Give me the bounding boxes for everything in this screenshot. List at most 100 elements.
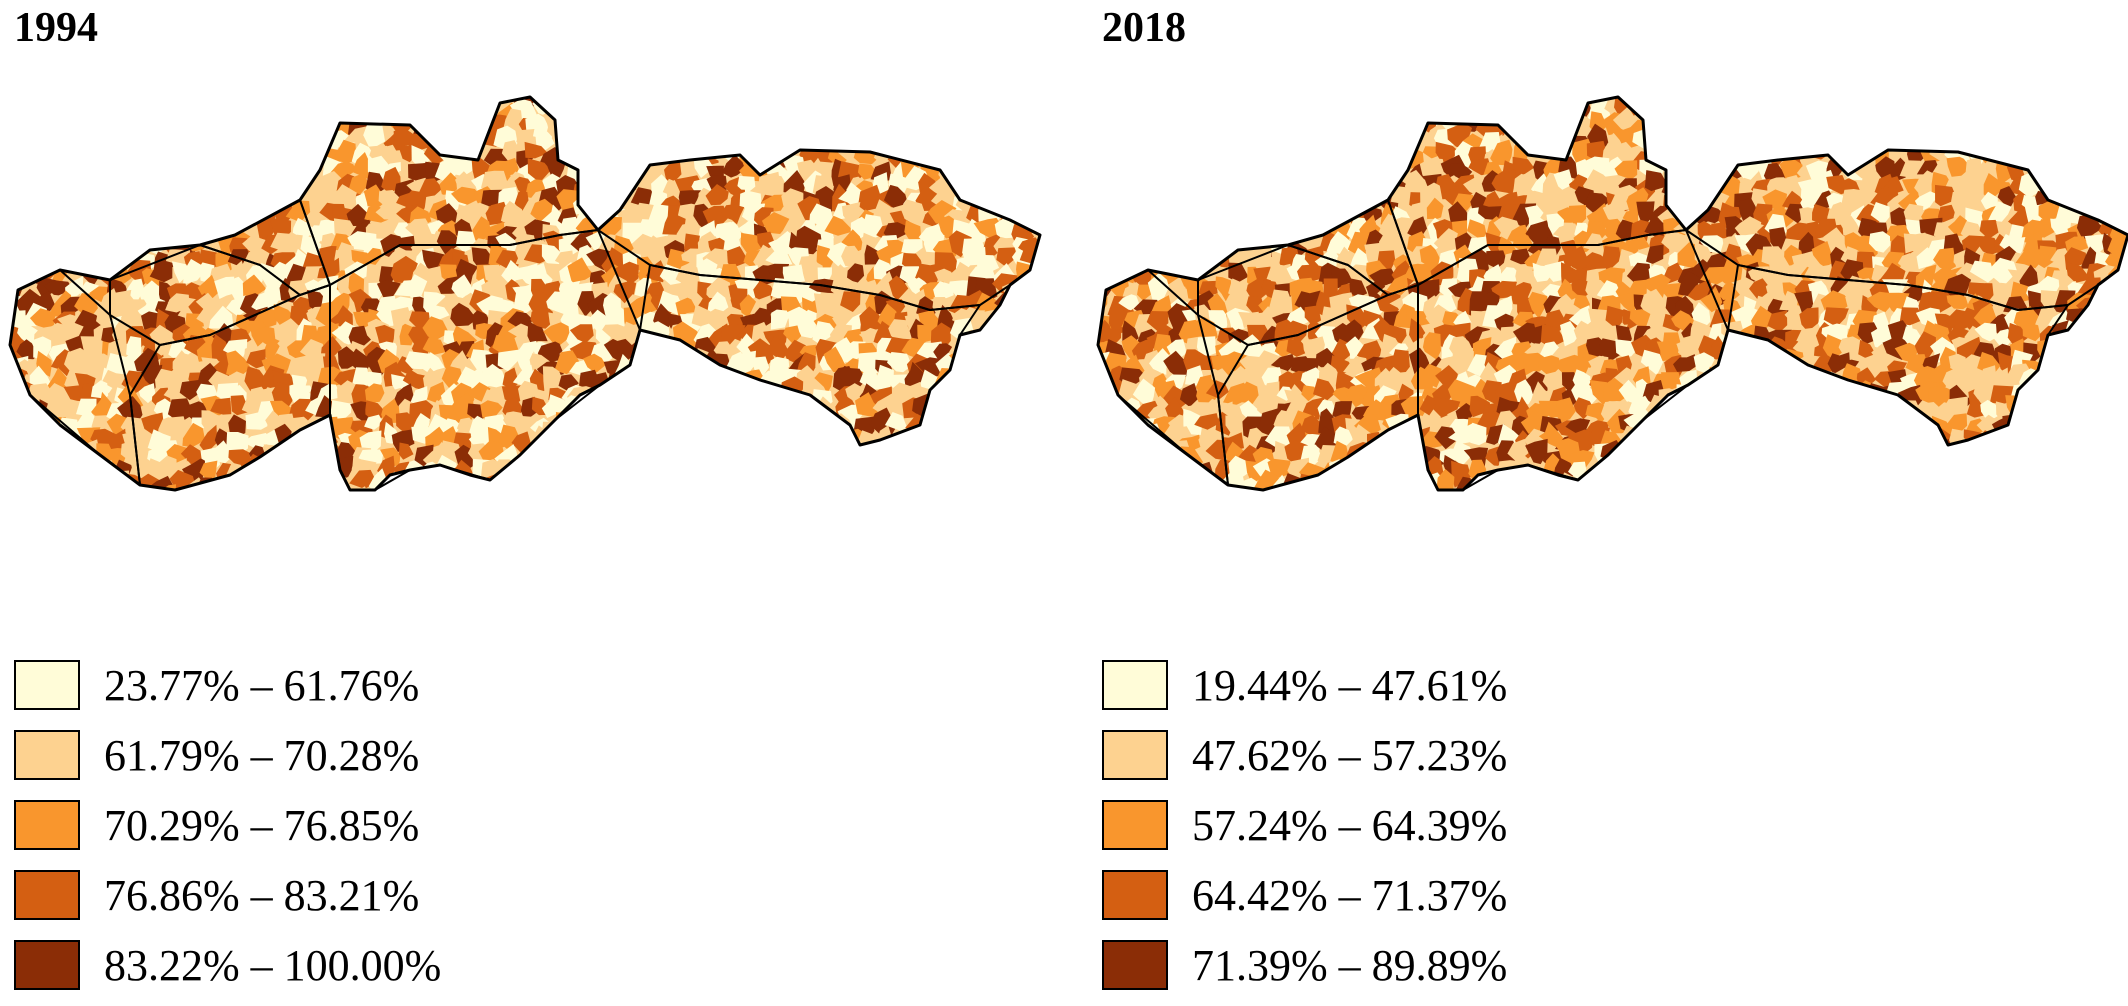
- municipality-cell: [1390, 432, 1414, 449]
- municipality-cell: [1286, 95, 1316, 104]
- municipality-cell: [1693, 442, 1715, 468]
- municipality-cell: [803, 441, 822, 464]
- municipality-cell: [1837, 106, 1861, 126]
- municipality-cell: [136, 490, 156, 515]
- municipality-cell: [116, 220, 137, 239]
- municipality-cell: [1380, 438, 1399, 463]
- municipality-cell: [1710, 395, 1728, 416]
- municipality-cell: [18, 442, 40, 466]
- municipality-cell: [1101, 215, 1124, 240]
- municipality-cell: [1194, 191, 1215, 210]
- municipality-cell: [62, 476, 83, 503]
- municipality-cell: [23, 174, 43, 201]
- municipality-cell: [1630, 486, 1658, 509]
- municipality-cell: [660, 382, 680, 408]
- municipality-cell: [1008, 483, 1031, 505]
- municipality-cell: [110, 136, 133, 164]
- municipality-cell: [1231, 183, 1253, 211]
- municipality-cell: [0, 101, 14, 121]
- municipality-cell: [2037, 381, 2064, 402]
- municipality-cell: [233, 175, 250, 194]
- municipality-cell: [1724, 99, 1743, 118]
- municipality-cell: [1737, 460, 1762, 481]
- municipality-cell: [1632, 428, 1651, 449]
- municipality-cell: [13, 184, 40, 209]
- municipality-cell: [1393, 459, 1419, 484]
- municipality-cell: [1679, 168, 1705, 191]
- municipality-cell: [904, 432, 930, 453]
- municipality-cell: [1830, 95, 1846, 99]
- legend-label: 19.44% – 47.61%: [1192, 656, 1507, 716]
- municipality-cell: [1795, 416, 1822, 433]
- municipality-cell: [1121, 150, 1145, 172]
- municipality-cell: [2041, 430, 2058, 452]
- municipality-cell: [737, 403, 761, 424]
- municipality-cell: [738, 103, 756, 121]
- municipality-cell: [858, 126, 883, 154]
- municipality-cell: [321, 491, 344, 513]
- municipality-cell: [1088, 427, 1100, 454]
- municipality-cell: [1949, 95, 1968, 110]
- municipality-cell: [2000, 489, 2027, 511]
- municipality-cell: [157, 114, 174, 135]
- municipality-cell: [830, 95, 859, 100]
- municipality-cell: [2042, 158, 2061, 180]
- municipality-cell: [1201, 232, 1218, 254]
- municipality-cell: [1213, 131, 1240, 154]
- municipality-cell: [307, 421, 328, 438]
- municipality-cell: [2097, 201, 2121, 223]
- municipality-cell: [2054, 429, 2073, 449]
- municipality-cell: [47, 99, 72, 126]
- municipality-cell: [648, 123, 671, 151]
- municipality-cell: [1023, 401, 1049, 420]
- municipality-cell: [1737, 113, 1763, 137]
- municipality-cell: [979, 441, 1004, 467]
- municipality-cell: [528, 492, 558, 515]
- municipality-cell: [1690, 423, 1714, 451]
- municipality-cell: [1136, 250, 1156, 271]
- municipality-cell: [2049, 491, 2074, 515]
- municipality-cell: [949, 115, 964, 135]
- municipality-cell: [2067, 370, 2093, 390]
- municipality-cell: [1394, 475, 1421, 497]
- municipality-cell: [937, 429, 961, 451]
- municipality-cell: [1656, 112, 1677, 133]
- municipality-cell: [2118, 413, 2128, 435]
- municipality-cell: [766, 96, 787, 120]
- municipality-cell: [724, 410, 745, 441]
- municipality-cell: [774, 416, 794, 435]
- municipality-cell: [1167, 129, 1193, 151]
- municipality-cell: [640, 129, 657, 145]
- municipality-cell: [1620, 458, 1639, 483]
- municipality-cell: [697, 465, 716, 483]
- municipality-cell: [830, 426, 849, 449]
- municipality-cell: [1401, 486, 1425, 513]
- municipality-cell: [1023, 386, 1046, 411]
- municipality-cell: [753, 450, 773, 474]
- municipality-cell: [1812, 95, 1828, 105]
- municipality-cell: [962, 95, 984, 107]
- municipality-cell: [540, 95, 562, 104]
- municipality-cell: [904, 95, 929, 103]
- municipality-cell: [86, 246, 102, 274]
- municipality-cell: [39, 434, 58, 454]
- municipality-cell: [1022, 281, 1048, 302]
- municipality-cell: [142, 95, 160, 112]
- municipality-cell: [1828, 414, 1848, 439]
- municipality-cell: [1010, 295, 1025, 314]
- municipality-cell: [1602, 483, 1623, 510]
- municipality-cell: [442, 488, 464, 506]
- municipality-cell: [1201, 159, 1221, 183]
- municipality-cell: [1011, 160, 1032, 185]
- legend-label: 61.79% – 70.28%: [104, 726, 419, 786]
- municipality-cell: [795, 113, 818, 132]
- municipality-cell: [1979, 457, 2003, 476]
- municipality-cell: [769, 115, 789, 133]
- municipality-cell: [680, 412, 702, 431]
- municipality-cell: [1316, 95, 1338, 102]
- legend-swatch: [14, 660, 80, 710]
- municipality-cell: [574, 95, 597, 107]
- municipality-cell: [2, 473, 24, 498]
- municipality-cell: [476, 491, 498, 510]
- municipality-cell: [24, 161, 42, 188]
